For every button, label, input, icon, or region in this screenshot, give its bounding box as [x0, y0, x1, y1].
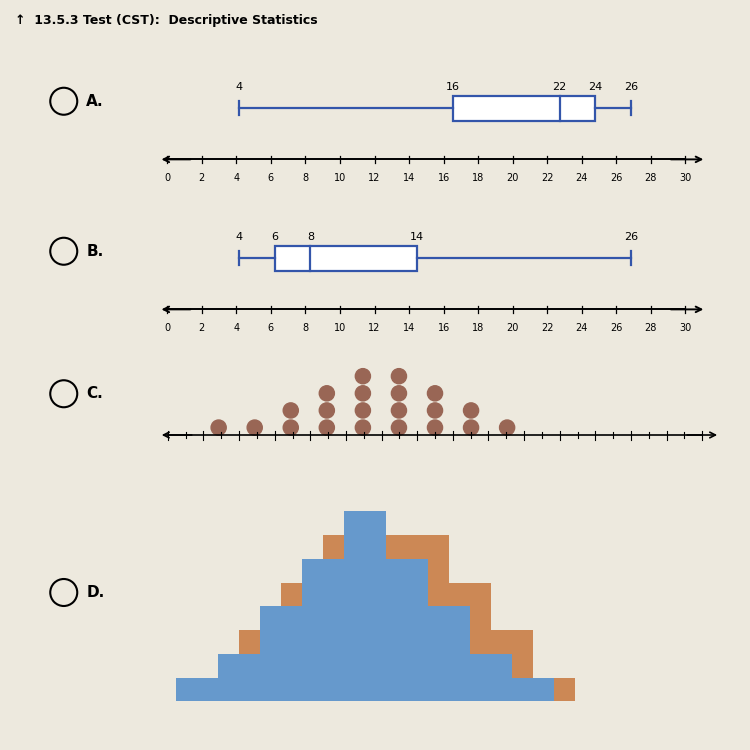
Circle shape — [392, 368, 406, 384]
Text: C.: C. — [86, 386, 103, 401]
Text: 16: 16 — [437, 322, 450, 333]
Circle shape — [356, 368, 370, 384]
Text: 6: 6 — [272, 232, 278, 242]
Text: 24: 24 — [588, 82, 602, 92]
Text: B.: B. — [86, 244, 104, 259]
Text: 20: 20 — [506, 322, 519, 333]
Text: 22: 22 — [541, 172, 554, 183]
Bar — [427, 606, 470, 701]
Text: 26: 26 — [624, 232, 638, 242]
Text: D.: D. — [86, 585, 104, 600]
Bar — [344, 512, 386, 701]
Circle shape — [356, 420, 370, 435]
Text: 10: 10 — [334, 172, 346, 183]
Circle shape — [356, 386, 370, 401]
Bar — [217, 654, 259, 701]
Circle shape — [427, 386, 442, 401]
Text: 4: 4 — [233, 322, 239, 333]
Text: ↑  13.5.3 Test (CST):  Descriptive Statistics: ↑ 13.5.3 Test (CST): Descriptive Statist… — [15, 14, 318, 27]
Text: 24: 24 — [576, 172, 588, 183]
Text: 20: 20 — [506, 172, 519, 183]
Circle shape — [211, 420, 226, 435]
Circle shape — [427, 403, 442, 418]
Circle shape — [427, 420, 442, 435]
Circle shape — [356, 403, 370, 418]
Text: 16: 16 — [446, 82, 460, 92]
Text: 6: 6 — [268, 322, 274, 333]
Text: 24: 24 — [576, 322, 588, 333]
Text: 14: 14 — [403, 172, 416, 183]
Circle shape — [464, 403, 478, 418]
Text: 30: 30 — [680, 322, 692, 333]
Text: 18: 18 — [472, 322, 484, 333]
Text: 14: 14 — [403, 322, 416, 333]
Bar — [196, 677, 238, 701]
Text: 12: 12 — [368, 172, 381, 183]
Circle shape — [392, 420, 406, 435]
Text: 8: 8 — [302, 322, 308, 333]
Circle shape — [392, 403, 406, 418]
Text: 28: 28 — [645, 322, 657, 333]
Text: 30: 30 — [680, 172, 692, 183]
Bar — [364, 535, 407, 701]
Circle shape — [320, 420, 334, 435]
Text: 26: 26 — [610, 172, 622, 183]
Text: 4: 4 — [233, 172, 239, 183]
Circle shape — [392, 386, 406, 401]
Bar — [274, 246, 417, 272]
Text: 2: 2 — [199, 322, 205, 333]
Circle shape — [320, 386, 334, 401]
Bar — [260, 606, 302, 701]
Circle shape — [284, 403, 298, 418]
Bar — [490, 630, 532, 701]
Text: 0: 0 — [164, 322, 170, 333]
Bar — [448, 583, 491, 701]
Text: 16: 16 — [437, 172, 450, 183]
Text: 22: 22 — [553, 82, 567, 92]
Bar — [453, 96, 596, 122]
Bar — [302, 559, 344, 701]
Bar — [470, 654, 512, 701]
Text: 2: 2 — [199, 172, 205, 183]
Bar — [238, 630, 280, 701]
Bar — [280, 583, 322, 701]
Circle shape — [464, 420, 478, 435]
Text: 18: 18 — [472, 172, 484, 183]
Text: 8: 8 — [302, 172, 308, 183]
Text: 8: 8 — [307, 232, 314, 242]
Text: 0: 0 — [164, 172, 170, 183]
Text: 14: 14 — [410, 232, 424, 242]
Text: 12: 12 — [368, 322, 381, 333]
Bar — [406, 535, 448, 701]
Bar — [512, 677, 554, 701]
Circle shape — [500, 420, 514, 435]
Text: 22: 22 — [541, 322, 554, 333]
Circle shape — [284, 420, 298, 435]
Text: A.: A. — [86, 94, 104, 109]
Bar — [386, 559, 427, 701]
Text: 6: 6 — [268, 172, 274, 183]
Text: 10: 10 — [334, 322, 346, 333]
Text: 26: 26 — [624, 82, 638, 92]
Text: 26: 26 — [610, 322, 622, 333]
Bar — [532, 677, 574, 701]
Text: 4: 4 — [236, 232, 243, 242]
Bar — [176, 677, 217, 701]
Text: 4: 4 — [236, 82, 243, 92]
Circle shape — [320, 403, 334, 418]
Circle shape — [248, 420, 262, 435]
Bar — [322, 535, 364, 701]
Text: 28: 28 — [645, 172, 657, 183]
